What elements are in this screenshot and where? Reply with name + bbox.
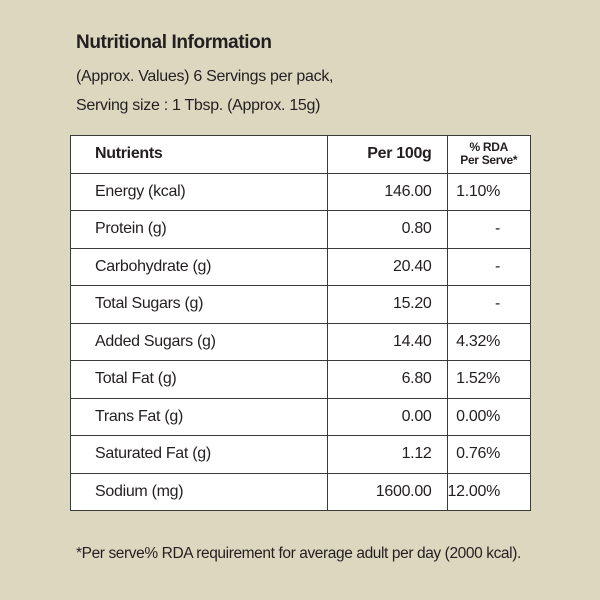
per-100g-value: 15.20 bbox=[327, 285, 448, 324]
page-title: Nutritional Information bbox=[76, 32, 272, 53]
per-100g-value: 1600.00 bbox=[327, 472, 448, 511]
table-row: Total Sugars (g) 15.20 - bbox=[69, 285, 532, 324]
nutrient-name: Total Fat (g) bbox=[69, 360, 329, 399]
table-row: Energy (kcal) 146.00 1.10% bbox=[69, 172, 532, 211]
rda-value: 12.00% bbox=[446, 472, 532, 511]
nutrient-name: Energy (kcal) bbox=[69, 172, 329, 211]
nutrient-name: Trans Fat (g) bbox=[69, 397, 329, 436]
per-100g-value: 14.40 bbox=[327, 322, 448, 361]
rda-value: - bbox=[446, 285, 532, 324]
per-100g-value: 20.40 bbox=[327, 247, 448, 286]
nutrition-table: Nutrients Per 100g % RDA Per Serve* Ener… bbox=[69, 135, 532, 511]
nutrient-name: Total Sugars (g) bbox=[69, 285, 329, 324]
rda-value: 1.52% bbox=[446, 360, 532, 399]
nutrient-name: Added Sugars (g) bbox=[69, 322, 329, 361]
table-row: Carbohydrate (g) 20.40 - bbox=[69, 247, 532, 286]
table-row: Sodium (mg) 1600.00 12.00% bbox=[69, 472, 532, 511]
per-100g-value: 0.00 bbox=[327, 397, 448, 436]
rda-value: 4.32% bbox=[446, 322, 532, 361]
header-rda-line1: % RDA bbox=[469, 140, 509, 155]
rda-value: - bbox=[446, 247, 532, 286]
nutrient-name: Protein (g) bbox=[69, 210, 329, 249]
header-rda: % RDA Per Serve* bbox=[446, 135, 532, 174]
table-row: Protein (g) 0.80 - bbox=[69, 210, 532, 249]
nutrient-name: Saturated Fat (g) bbox=[69, 435, 329, 474]
rda-value: 1.10% bbox=[446, 172, 532, 211]
per-100g-value: 6.80 bbox=[327, 360, 448, 399]
per-100g-value: 1.12 bbox=[327, 435, 448, 474]
nutrient-name: Sodium (mg) bbox=[69, 472, 329, 511]
per-100g-value: 146.00 bbox=[327, 172, 448, 211]
servings-info: (Approx. Values) 6 Servings per pack, bbox=[76, 68, 334, 85]
rda-value: 0.76% bbox=[446, 435, 532, 474]
table-row: Saturated Fat (g) 1.12 0.76% bbox=[69, 435, 532, 474]
rda-value: - bbox=[446, 210, 532, 249]
serving-size-info: Serving size : 1 Tbsp. (Approx. 15g) bbox=[76, 97, 321, 114]
table-row: Total Fat (g) 6.80 1.52% bbox=[69, 360, 532, 399]
per-100g-value: 0.80 bbox=[327, 210, 448, 249]
nutrient-name: Carbohydrate (g) bbox=[69, 247, 329, 286]
table-row: Added Sugars (g) 14.40 4.32% bbox=[69, 322, 532, 361]
rda-value: 0.00% bbox=[446, 397, 532, 436]
header-nutrients: Nutrients bbox=[69, 135, 329, 174]
header-rda-line2: Per Serve* bbox=[460, 153, 518, 168]
header-per-100g: Per 100g bbox=[327, 135, 448, 174]
footnote: *Per serve% RDA requirement for average … bbox=[76, 545, 521, 562]
table-row: Trans Fat (g) 0.00 0.00% bbox=[69, 397, 532, 436]
table-header-row: Nutrients Per 100g % RDA Per Serve* bbox=[69, 135, 532, 174]
